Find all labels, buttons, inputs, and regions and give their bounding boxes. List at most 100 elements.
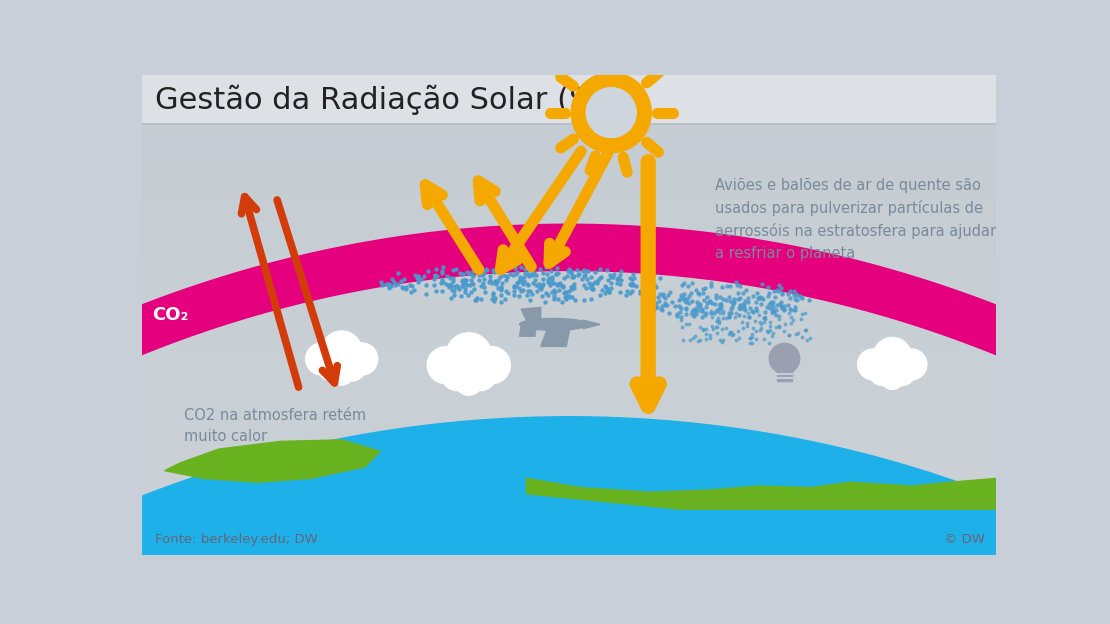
Polygon shape [526, 479, 997, 509]
Bar [142, 354, 997, 359]
Bar [142, 424, 997, 429]
Bar [142, 319, 997, 324]
Circle shape [586, 88, 636, 137]
Bar [142, 149, 997, 154]
Bar [142, 189, 997, 194]
Circle shape [473, 347, 511, 384]
Bar [142, 489, 997, 495]
Bar [142, 300, 997, 305]
Bar [142, 419, 997, 424]
Bar [142, 169, 997, 174]
Circle shape [446, 333, 492, 379]
Circle shape [880, 366, 904, 389]
Bar [142, 515, 997, 520]
Circle shape [441, 358, 473, 391]
Text: CO₂: CO₂ [152, 306, 189, 324]
Circle shape [305, 343, 337, 375]
Circle shape [769, 343, 799, 374]
Bar [142, 75, 997, 124]
Polygon shape [0, 224, 1110, 624]
Bar [142, 464, 997, 469]
Polygon shape [519, 324, 536, 336]
Circle shape [337, 353, 366, 381]
Circle shape [464, 358, 496, 391]
Bar [142, 459, 997, 464]
Bar [142, 439, 997, 444]
Polygon shape [583, 320, 601, 329]
Bar [142, 209, 997, 214]
Bar [142, 469, 997, 474]
Bar [142, 184, 997, 189]
Bar [142, 275, 997, 280]
Bar [142, 154, 997, 159]
Bar [142, 229, 997, 234]
Bar [142, 484, 997, 489]
Bar [142, 310, 997, 314]
Bar [142, 339, 997, 344]
Bar [142, 305, 997, 310]
Text: © DW: © DW [944, 534, 985, 547]
Bar [142, 134, 997, 139]
Bar [142, 204, 997, 209]
Circle shape [317, 353, 345, 381]
Bar [142, 434, 997, 439]
Bar [142, 174, 997, 179]
Bar [142, 139, 997, 144]
Bar [142, 364, 997, 369]
Polygon shape [164, 440, 381, 482]
Bar [142, 199, 997, 204]
Bar [142, 525, 997, 555]
Bar [142, 314, 997, 319]
Circle shape [322, 331, 362, 371]
Bar [142, 479, 997, 484]
Bar [142, 349, 997, 354]
Circle shape [896, 349, 927, 380]
Bar [142, 510, 997, 515]
Bar [142, 394, 997, 399]
Bar [142, 374, 997, 379]
Bar [142, 505, 997, 510]
Circle shape [345, 343, 377, 375]
Bar [142, 295, 997, 300]
Bar [142, 219, 997, 224]
Bar [142, 129, 997, 134]
Bar [142, 290, 997, 295]
Bar [142, 409, 997, 414]
Bar [142, 414, 997, 419]
Bar [142, 194, 997, 199]
Bar [142, 285, 997, 290]
Circle shape [427, 347, 464, 384]
Circle shape [888, 359, 916, 386]
Circle shape [869, 359, 896, 386]
Polygon shape [522, 308, 541, 324]
Text: Fonte: berkeley.edu; DW: Fonte: berkeley.edu; DW [155, 534, 319, 547]
Bar [142, 214, 997, 219]
Bar [142, 159, 997, 164]
Bar [142, 404, 997, 409]
Circle shape [874, 338, 911, 376]
Text: CO2 na atmosfera retém
muito calor: CO2 na atmosfera retém muito calor [184, 407, 366, 444]
Bar [142, 179, 997, 184]
Bar [142, 234, 997, 239]
Bar [142, 244, 997, 249]
Bar [142, 359, 997, 364]
Bar [142, 224, 997, 229]
Bar [142, 255, 997, 260]
Bar [142, 265, 997, 270]
Bar [142, 249, 997, 255]
Bar [142, 124, 997, 129]
Circle shape [455, 368, 483, 395]
Bar [142, 520, 997, 525]
Bar [142, 379, 997, 384]
Text: Gestão da Radiação Solar (SRM): Gestão da Radiação Solar (SRM) [155, 84, 648, 115]
Bar [142, 429, 997, 434]
Bar [142, 474, 997, 479]
Bar [142, 384, 997, 389]
Polygon shape [0, 417, 1110, 624]
Polygon shape [541, 324, 571, 346]
Bar [142, 344, 997, 349]
Bar [142, 144, 997, 149]
Bar [142, 329, 997, 334]
Bar [142, 334, 997, 339]
Circle shape [330, 361, 354, 385]
